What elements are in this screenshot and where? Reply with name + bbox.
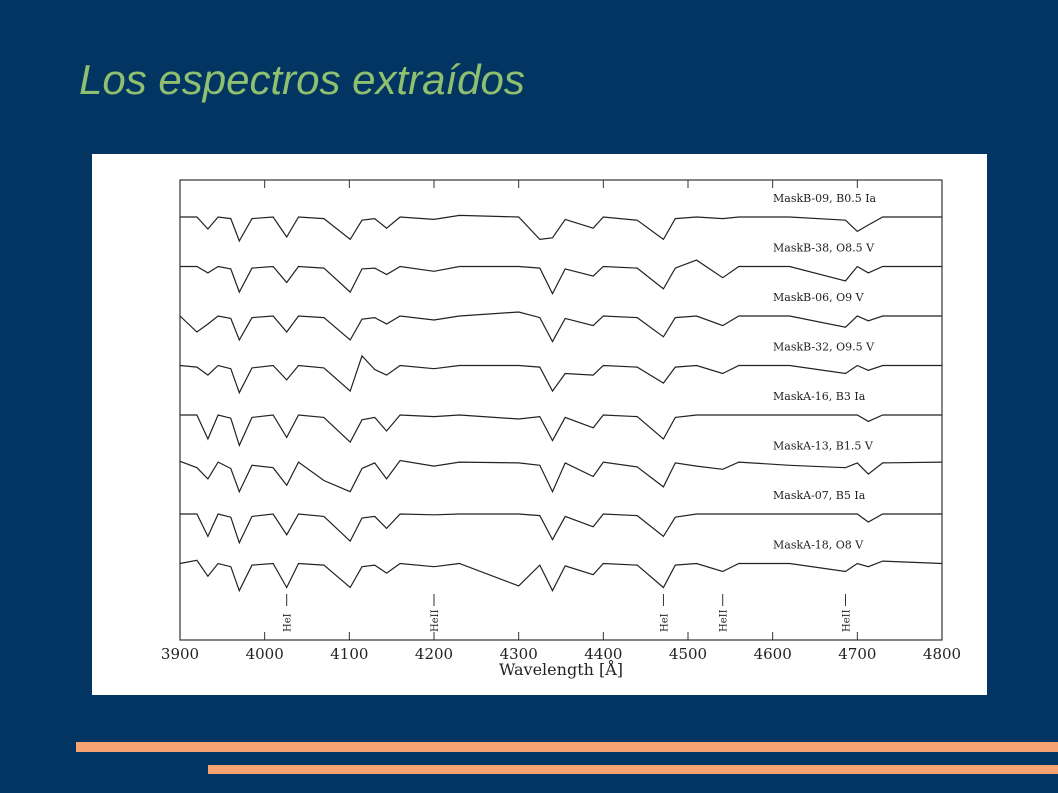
x-tick-label: 4700	[838, 645, 876, 663]
line-id-label: HeII	[430, 609, 441, 632]
line-id-label: HeII	[719, 609, 730, 632]
spectrum-line	[179, 311, 942, 343]
spectrum-label: MaskB-09, B0.5 Ia	[773, 192, 877, 205]
x-tick-label: 4200	[415, 645, 453, 663]
x-tick-label: 4300	[500, 645, 538, 663]
x-axis-label: Wavelength [Å]	[499, 659, 623, 679]
x-tick-label: 4400	[584, 645, 622, 663]
accent-bar	[208, 765, 1058, 774]
line-id-label: HeI	[659, 613, 670, 632]
spectrum-label: MaskA-18, O8 V	[773, 539, 864, 552]
x-tick-label: 3900	[161, 645, 199, 663]
line-id-label: HeI	[283, 613, 294, 632]
spectrum-line	[180, 414, 942, 448]
spectrum-label: MaskA-07, B5 Ia	[773, 489, 866, 502]
spectrum-label: MaskB-06, O9 V	[773, 291, 865, 304]
line-id-label: HeII	[841, 609, 852, 632]
figure-background	[92, 154, 987, 695]
spectrum-line	[180, 259, 942, 296]
spectrum-line	[179, 459, 943, 494]
x-tick-label: 4100	[330, 645, 368, 663]
slide-title: Los espectros extraídos	[79, 56, 525, 103]
x-tick-label: 4800	[923, 645, 961, 663]
spectrum-label: MaskB-38, O8.5 V	[773, 242, 875, 255]
x-tick-label: 4600	[754, 645, 792, 663]
spectrum-line	[179, 559, 943, 593]
spectra-figure: Wavelength [Å] 3900 4000 4100 4200 4300 4400 4…	[92, 154, 987, 695]
spectrum-line	[180, 214, 942, 243]
spectrum-label: MaskA-16, B3 Ia	[773, 390, 866, 403]
x-tick-label: 4000	[246, 645, 284, 663]
accent-bar	[76, 742, 1058, 752]
spectrum-line	[179, 354, 942, 395]
spectrum-label: MaskB-32, O9.5 V	[773, 341, 875, 354]
spectrum-line	[180, 513, 942, 545]
x-tick-label: 4500	[669, 645, 707, 663]
plot-frame	[179, 179, 943, 641]
spectrum-label: MaskA-13, B1.5 V	[773, 440, 874, 453]
